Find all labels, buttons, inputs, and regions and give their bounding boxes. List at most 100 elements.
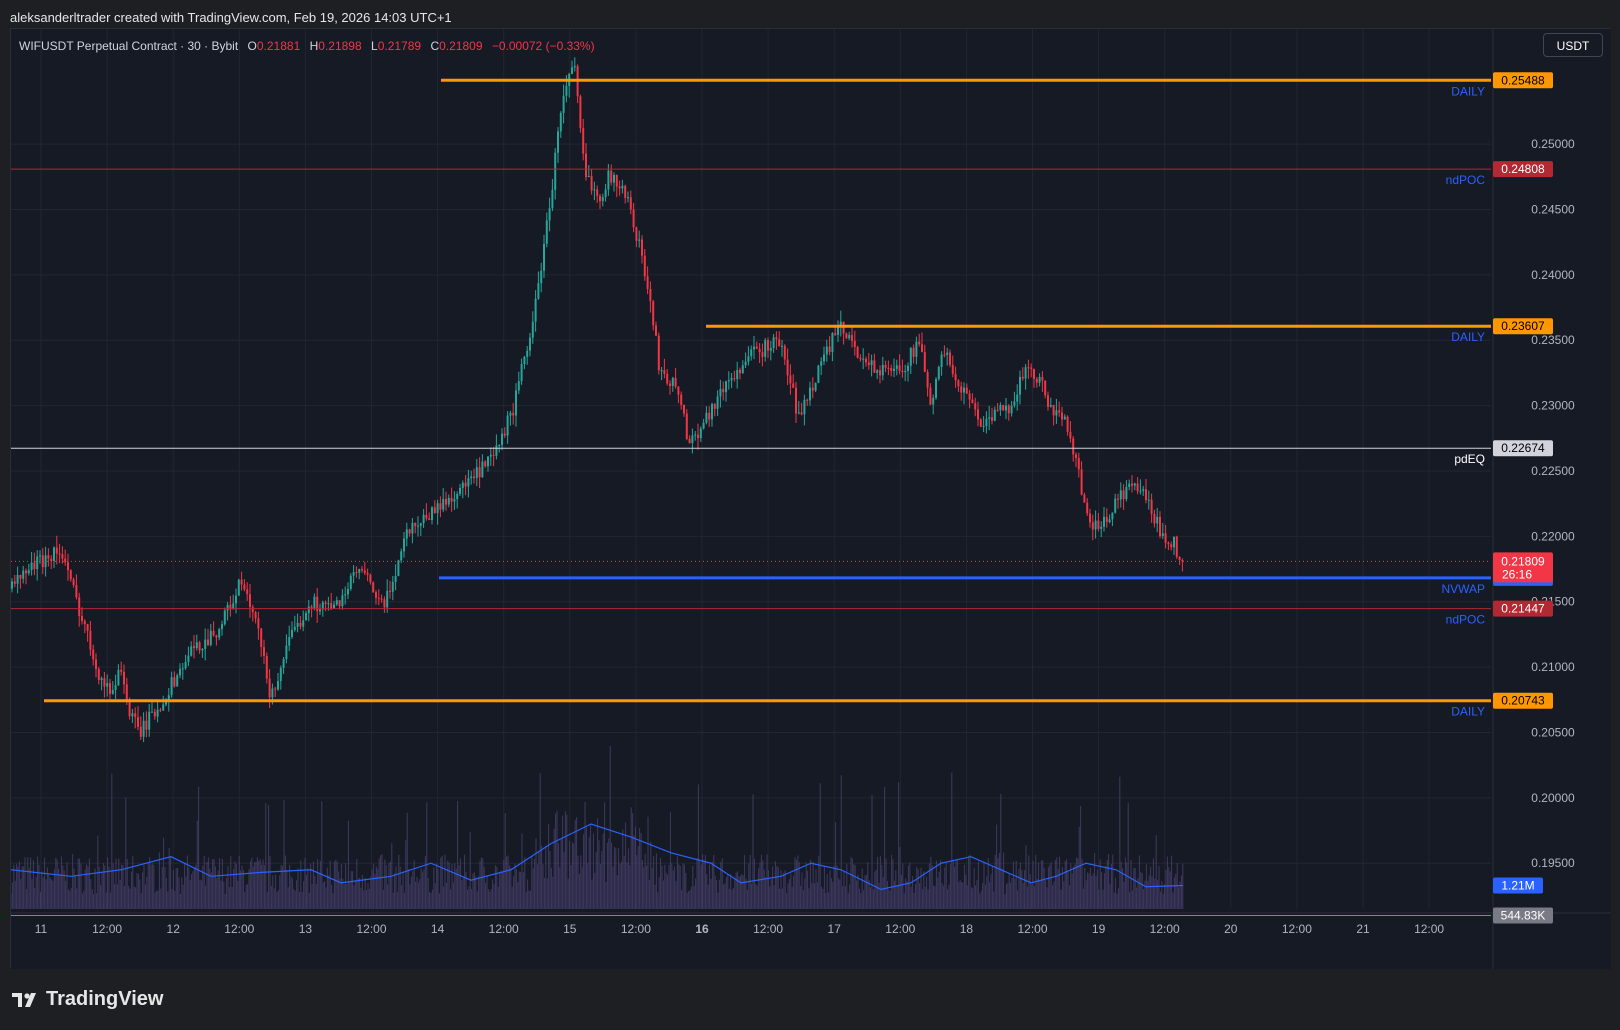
candle-body	[537, 283, 540, 299]
candle-body	[229, 604, 232, 610]
open-label: O	[247, 39, 257, 53]
level-label-ndpoc-2: ndPOC	[1446, 613, 1486, 627]
candle-body	[1091, 522, 1094, 530]
candle-body	[408, 529, 411, 534]
candle-body	[369, 574, 372, 583]
candle-body	[1150, 499, 1153, 515]
candle-body	[890, 367, 893, 371]
low-value: 0.21789	[377, 39, 422, 53]
high-value: 0.21898	[318, 39, 362, 53]
logo-text: TradingView	[46, 988, 164, 1010]
candle-body	[419, 523, 422, 526]
candle-body	[671, 377, 674, 387]
candle-body	[324, 602, 327, 604]
candle-body	[403, 538, 405, 552]
x-tick-label: 11	[35, 922, 48, 936]
candle-body	[148, 711, 151, 730]
candle-body	[223, 610, 226, 625]
price-chart[interactable]: 0.25000 0.24500 0.24000 0.23500 0.23000 0.225…	[11, 29, 1611, 969]
countdown-text: 26:16	[1502, 567, 1532, 581]
candle-body	[520, 364, 523, 382]
candle-body	[344, 594, 347, 596]
candle-body	[565, 85, 568, 96]
level-label-daily-3: DAILY	[1451, 705, 1485, 719]
candle-body	[366, 573, 369, 575]
chart-background	[11, 29, 1611, 969]
candle-body	[949, 352, 951, 365]
candle-body	[268, 678, 271, 698]
candle-body	[632, 209, 635, 228]
candle-body	[313, 596, 316, 608]
candle-body	[775, 337, 778, 340]
candle-body	[251, 607, 254, 613]
candle-body	[277, 681, 279, 690]
candle-body	[599, 195, 601, 202]
level-badge-pdeq	[1493, 440, 1553, 457]
candle-body	[918, 341, 921, 345]
candle-body	[1147, 499, 1150, 501]
chart-area[interactable]: 0.25000 0.24500 0.24000 0.23500 0.23000 0.225…	[10, 28, 1611, 969]
candle-body	[139, 726, 142, 737]
candle-body	[666, 373, 669, 384]
candle-body	[417, 525, 419, 527]
candle-body	[212, 630, 215, 636]
candle-body	[1111, 512, 1114, 520]
close-label: C	[430, 39, 440, 53]
candle-body	[11, 581, 13, 589]
currency-button[interactable]: USDT	[1543, 33, 1603, 57]
candle-body	[551, 189, 554, 209]
candle-body	[349, 575, 352, 589]
candle-body	[1019, 376, 1021, 395]
candle-body	[240, 579, 243, 585]
candle-body	[363, 570, 366, 574]
candle-body	[963, 387, 965, 393]
candle-body	[204, 639, 207, 649]
candle-body	[302, 620, 305, 627]
volume-ma-badge	[1493, 907, 1553, 924]
candle-body	[646, 276, 649, 289]
candle-body	[1100, 526, 1103, 529]
candle-body	[69, 570, 72, 580]
candle-body	[380, 598, 383, 600]
volume-badge-text: 1.21M	[1501, 878, 1534, 892]
candle-body	[562, 95, 565, 113]
level-label-pdeq: pdEQ	[1454, 452, 1485, 466]
candle-body	[573, 66, 576, 68]
candle-body	[131, 713, 134, 717]
candle-body	[291, 629, 293, 638]
candle-body	[257, 618, 260, 629]
level-badge-daily-1	[1493, 72, 1553, 89]
candle-body	[694, 434, 697, 436]
candle-body	[50, 558, 53, 561]
candle-body	[848, 335, 851, 339]
candle-body	[834, 333, 837, 335]
candle-body	[207, 639, 209, 646]
candle-body	[389, 590, 391, 592]
candle-body	[47, 555, 50, 559]
y-tick-label: 0.19500	[1531, 856, 1575, 870]
candle-body	[464, 482, 467, 487]
candle-body	[436, 503, 439, 513]
candle-body	[285, 645, 288, 660]
candle-body	[316, 596, 319, 612]
candle-body	[851, 335, 853, 341]
candle-body	[974, 403, 977, 410]
candle-body	[271, 688, 274, 698]
y-tick-label: 0.23500	[1531, 333, 1575, 347]
candle-body	[660, 370, 663, 372]
candle-body	[22, 570, 25, 579]
candle-body	[445, 498, 447, 505]
candle-body	[114, 685, 117, 691]
level-badge-daily-3	[1493, 692, 1553, 709]
candle-body	[330, 603, 333, 609]
candle-body	[439, 503, 442, 510]
x-tick-label: 21	[1356, 922, 1370, 936]
candle-body	[960, 386, 963, 393]
candle-body	[739, 369, 741, 374]
candle-body	[1083, 494, 1086, 503]
candle-body	[461, 482, 464, 489]
candle-body	[965, 387, 968, 394]
level-badge-text-daily-1: 0.25488	[1501, 73, 1545, 87]
candle-body	[25, 570, 27, 574]
candle-body	[545, 220, 548, 244]
